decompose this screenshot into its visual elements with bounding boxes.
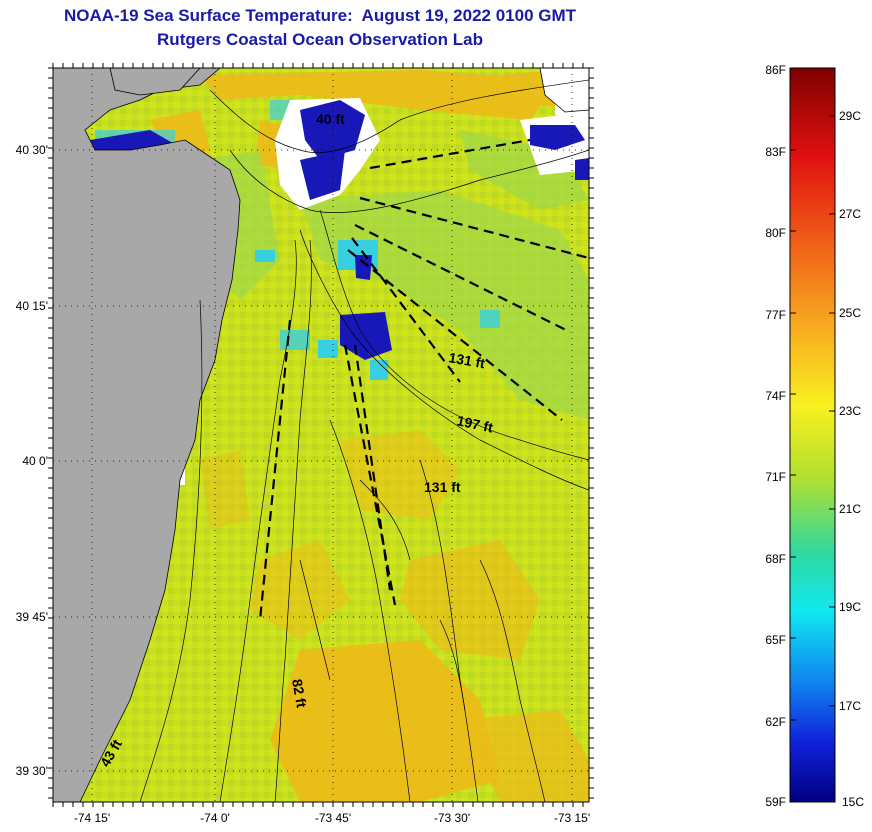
colorbar-ticks [790,67,835,803]
lon-label: -74 0' [200,811,230,825]
lat-label: 39 30' [16,764,48,778]
colorbar-f-label: 86F [765,63,786,77]
colorbar-c-label: 21C [839,502,861,516]
colorbar-f-label: 83F [765,145,786,159]
grid [53,68,589,802]
colorbar-c-label: 23C [839,404,861,418]
colorbar-c-label: 29C [839,109,861,123]
colorbar: 86F 83F 80F 77F 74F 71F 68F 65F 62F 59F … [765,63,864,809]
colorbar-gradient [789,67,836,803]
colorbar-f-label: 68F [765,552,786,566]
colorbar-f-label: 71F [765,470,786,484]
lat-label: 40 15' [16,299,48,313]
lat-label: 40 30' [16,143,48,157]
chart-subtitle: Rutgers Coastal Ocean Observation Lab [157,30,483,49]
depth-label: 197 ft [455,412,494,435]
lat-label: 39 45' [16,610,48,624]
colorbar-f-label: 74F [765,389,786,403]
depth-label: 40 ft [316,111,345,127]
colorbar-c-label: 19C [839,600,861,614]
colorbar-f-label: 62F [765,715,786,729]
colorbar-c-labels: 29C 27C 25C 23C 21C 19C 17C 15C [839,109,864,809]
colorbar-f-label: 59F [765,795,786,809]
lon-labels: -74 15' -74 0' -73 45' -73 30' -73 15' [74,811,590,825]
colorbar-c-label: 15C [842,795,864,809]
depth-label: 131 ft [447,349,486,371]
axis-ticks [48,63,594,807]
lat-label: 40 0' [22,454,48,468]
colorbar-f-label: 80F [765,226,786,240]
land [53,68,589,802]
chart-title: NOAA-19 Sea Surface Temperature: August … [63,6,577,25]
colorbar-f-label: 65F [765,633,786,647]
colorbar-c-label: 27C [839,207,861,221]
depth-contours [139,79,589,802]
colorbar-c-label: 25C [839,306,861,320]
colorbar-c-label: 17C [839,699,861,713]
lon-label: -73 30' [434,811,470,825]
depth-label: 82 ft [289,678,310,709]
lon-label: -73 15' [554,811,590,825]
map-area: 40 ft 131 ft 197 ft 131 ft 82 ft 43 ft [53,68,589,802]
lon-label: -74 15' [74,811,110,825]
colorbar-f-labels: 86F 83F 80F 77F 74F 71F 68F 65F 62F 59F [765,63,786,809]
map-frame [52,67,590,803]
lon-label: -73 45' [315,811,351,825]
depth-label: 131 ft [424,479,461,495]
dashed-lines [258,138,589,621]
colorbar-f-label: 77F [765,308,786,322]
lat-labels: 40 30' 40 15' 40 0' 39 45' 39 30' [16,143,48,778]
